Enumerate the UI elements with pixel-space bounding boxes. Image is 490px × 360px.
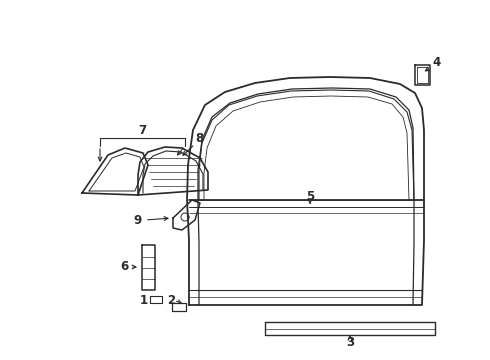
Text: 8: 8	[195, 131, 203, 144]
Text: 5: 5	[306, 189, 314, 202]
Text: 2: 2	[167, 293, 175, 306]
Text: 1: 1	[140, 293, 148, 306]
Text: 9: 9	[134, 213, 142, 226]
Text: 4: 4	[432, 55, 440, 68]
Text: 3: 3	[346, 336, 354, 348]
Text: 6: 6	[120, 261, 128, 274]
Text: 7: 7	[138, 123, 146, 136]
